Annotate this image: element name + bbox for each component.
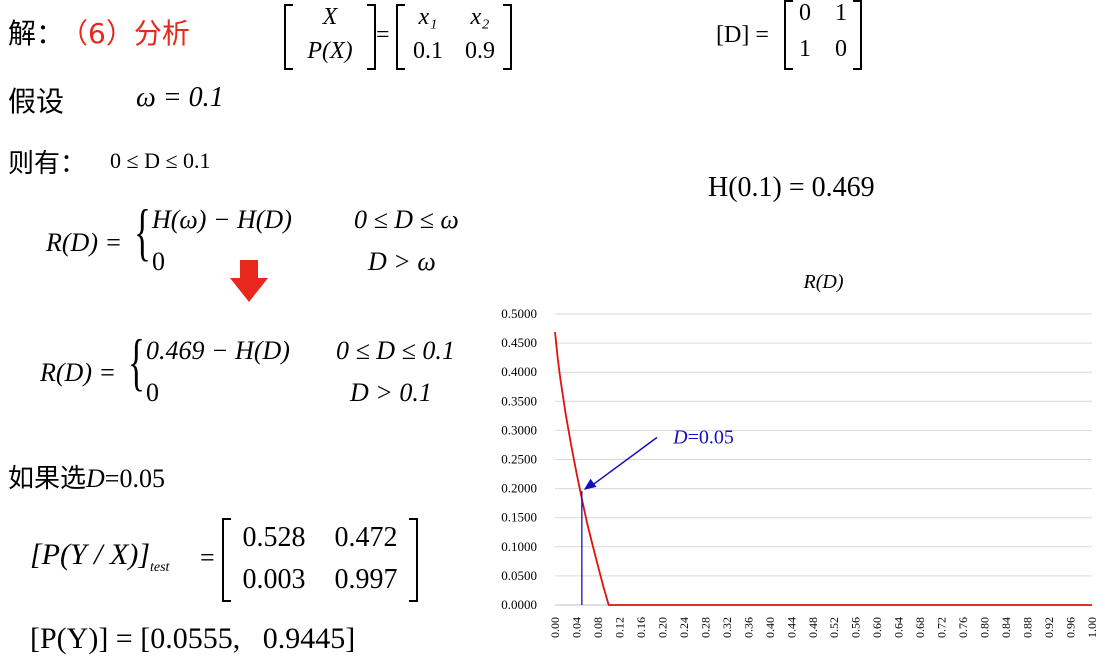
x-tick-label: 0.04: [569, 617, 583, 638]
pyx-a22: 0.997: [334, 564, 398, 595]
rd-chart: R(D) 0.0000 0.0500 0.1000 0.1500 0.2000 0.2500…: [501, 271, 1099, 638]
pyx-matrix: 0.528 0.472 0.003 0.997: [222, 518, 418, 602]
px-label: P(X): [307, 38, 353, 64]
annotation-arrowhead: [583, 478, 597, 490]
annotation-arrow-line: [589, 436, 658, 488]
x-tick-label: 0.00: [548, 617, 562, 638]
x-tick-label: 0.84: [999, 617, 1013, 638]
x2-label: x₂: [470, 4, 490, 30]
x-tick-label: 0.80: [978, 617, 992, 638]
x-tick-label: 0.48: [806, 617, 820, 638]
choose-var: D: [86, 464, 105, 493]
y-tick-label: 0.3500: [501, 393, 537, 408]
x-tick-label: 0.68: [913, 617, 927, 638]
x-tick-label: 0.36: [741, 617, 755, 638]
rd2-case1-expr: 0.469 − H(D): [146, 336, 290, 365]
x-tick-label: 0.12: [612, 617, 626, 638]
pyx-lhs: [P(Y / X)]test: [30, 538, 169, 576]
assume-label: 假设: [8, 85, 65, 118]
x-label: X: [322, 4, 338, 30]
pyx-equals: =: [200, 543, 215, 572]
rd-curve: [554, 331, 1092, 606]
x-tick-label: 0.20: [655, 617, 669, 638]
y-tick-label: 0.4500: [501, 335, 537, 350]
choose-prefix: 如果选: [8, 464, 87, 494]
d-matrix-label: [D] =: [716, 22, 769, 48]
x-px-matrix-rhs: x₁ x₂ 0.1 0.9: [396, 4, 512, 70]
x-tick-label: 0.52: [827, 617, 841, 638]
pyx-sub: test: [150, 560, 170, 575]
rd1-case2-expr: 0: [152, 247, 165, 276]
x-tick-label: 0.16: [634, 617, 648, 638]
down-arrow-icon: [230, 260, 268, 302]
rd1-brace: {: [134, 196, 151, 267]
pyx-a11: 0.528: [242, 522, 306, 553]
p1-value: 0.1: [413, 38, 443, 64]
rd2-case2-expr: 0: [146, 378, 159, 407]
y-tick-label: 0.2000: [501, 481, 537, 496]
x-tick-label: 0.64: [892, 617, 906, 638]
py-result: [P(Y)] = [0.0555, 0.9445]: [30, 622, 356, 655]
x-tick-label: 0.88: [1021, 617, 1035, 638]
x-tick-label: 0.28: [698, 617, 712, 638]
rd2-brace: {: [128, 326, 145, 397]
then-expr: 0 ≤ D ≤ 0.1: [110, 148, 211, 173]
y-tick-label: 0.5000: [501, 306, 537, 321]
entropy-value: H(0.1) = 0.469: [708, 172, 875, 203]
y-tick-label: 0.0500: [501, 568, 537, 583]
rd2-case1-cond: 0 ≤ D ≤ 0.1: [336, 336, 455, 365]
y-tick-label: 0.1000: [501, 539, 537, 554]
x-tick-label: 0.40: [763, 617, 777, 638]
x-tick-label: 0.24: [677, 617, 691, 638]
pyx-lhs-text: [P(Y / X)]: [30, 538, 150, 571]
annotation-label: D=0.05: [672, 426, 734, 448]
solution-label: 解：: [8, 17, 65, 50]
x-tick-label: 0.92: [1042, 617, 1056, 638]
rd1-lhs: R(D) =: [46, 228, 123, 257]
p2-value: 0.9: [465, 38, 495, 64]
annotation-var: D: [672, 426, 688, 448]
y-tick-label: 0.4000: [501, 364, 537, 379]
pyx-a21: 0.003: [242, 564, 306, 595]
y-tick-label: 0.3000: [501, 422, 537, 437]
x-tick-label: 0.56: [849, 617, 863, 638]
x-tick-label: 0.72: [935, 617, 949, 638]
x-tick-label: 0.08: [591, 617, 605, 638]
y-tick-label: 0.1500: [501, 510, 537, 525]
section-title: （6）分析: [60, 17, 190, 50]
pyx-a12: 0.472: [334, 522, 398, 553]
x-tick-label: 0.60: [870, 617, 884, 638]
rd2-lhs: R(D) =: [40, 358, 117, 387]
x-px-matrix-lhs: X P(X): [284, 4, 376, 70]
x-tick-label: 0.32: [720, 617, 734, 638]
rd1-case1-expr: H(ω) − H(D): [152, 205, 292, 234]
annotation-value: =0.05: [688, 426, 734, 448]
x1-label: x₁: [418, 4, 438, 30]
assume-expr: ω = 0.1: [136, 82, 224, 113]
d21: 1: [799, 36, 811, 62]
rd2-case2-cond: D > 0.1: [350, 378, 432, 407]
d22: 0: [835, 36, 847, 62]
rd1-case1-cond: 0 ≤ D ≤ ω: [354, 205, 459, 234]
y-tick-label: 0.0000: [501, 597, 537, 612]
x-tick-label: 0.44: [784, 617, 798, 638]
chart-title: R(D): [803, 271, 844, 293]
x-tick-label: 0.76: [956, 617, 970, 638]
x-tick-label: 1.00: [1085, 617, 1099, 638]
then-label: 则有：: [8, 149, 87, 179]
d-matrix: 0 1 1 0: [784, 0, 862, 70]
d11: 0: [799, 0, 811, 26]
rd1-case2-cond: D > ω: [368, 247, 436, 276]
choose-rest: =0.05: [104, 464, 165, 493]
d12: 1: [835, 0, 847, 26]
y-tick-label: 0.2500: [501, 452, 537, 467]
x-tick-label: 0.96: [1064, 617, 1078, 638]
equals-sign: =: [376, 22, 390, 48]
choose-line: 如果选D=0.05: [8, 458, 165, 495]
